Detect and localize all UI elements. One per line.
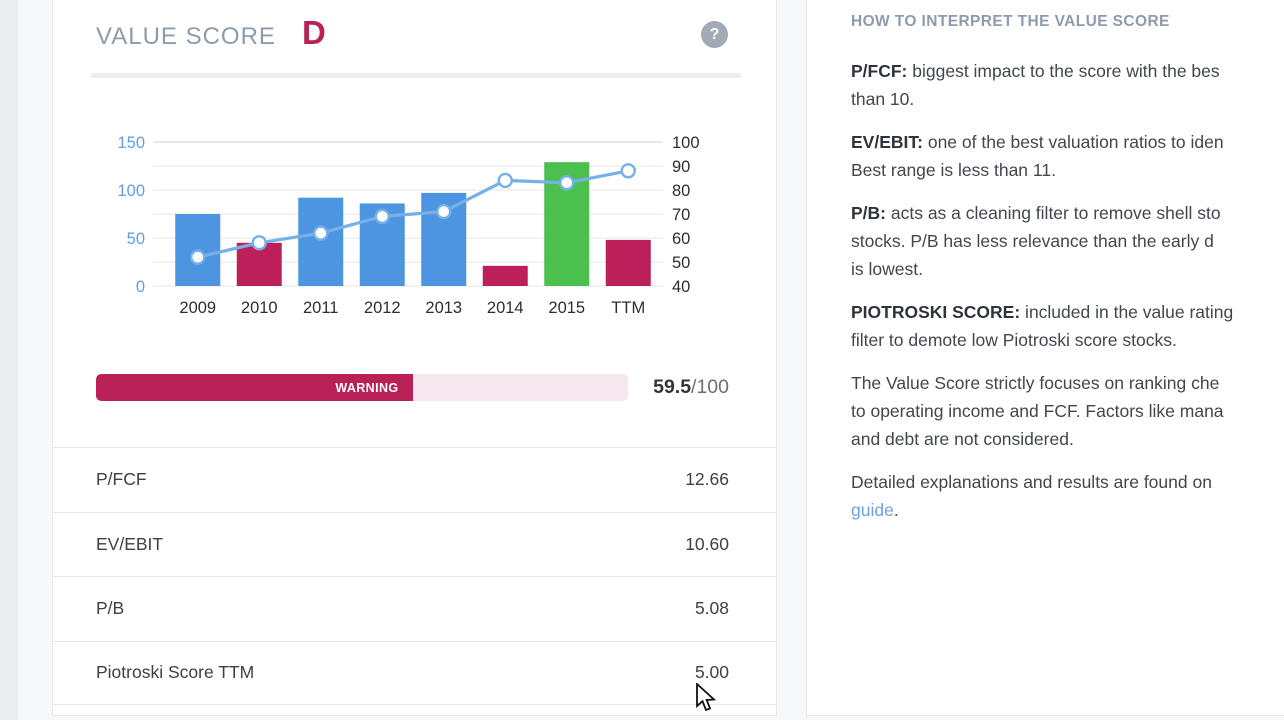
score-bar-fill: WARNING xyxy=(96,374,413,401)
metric-label: P/FCF xyxy=(96,469,147,490)
paragraph-lead: EV/EBIT: xyxy=(851,132,923,152)
paragraph-line: Best range is less than 11. xyxy=(851,160,1056,180)
paragraph-lead: PIOTROSKI SCORE: xyxy=(851,302,1021,322)
value-score-grade: D xyxy=(301,14,326,51)
guide-link[interactable]: guide xyxy=(851,500,894,520)
metric-row-pb: P/B 5.08 xyxy=(53,576,776,641)
svg-text:2012: 2012 xyxy=(364,299,401,317)
paragraph-line: stocks. P/B has less relevance than the … xyxy=(851,231,1214,251)
metric-label: P/B xyxy=(96,598,125,619)
value-score-header: VALUE SCORE D xyxy=(96,16,326,51)
paragraph-line: The Value Score strictly focuses on rank… xyxy=(851,373,1220,393)
metric-row-evebit: EV/EBIT 10.60 xyxy=(53,511,776,577)
interpretation-paragraph: PIOTROSKI SCORE: included in the value r… xyxy=(851,298,1284,354)
metric-value: 12.66 xyxy=(685,469,729,490)
interpretation-paragraph: The Value Score strictly focuses on rank… xyxy=(851,369,1284,453)
interpretation-paragraph: P/B: acts as a cleaning filter to remove… xyxy=(851,199,1284,283)
svg-text:150: 150 xyxy=(117,134,145,152)
svg-text:0: 0 xyxy=(136,278,145,296)
svg-text:80: 80 xyxy=(672,182,690,200)
metric-label: Piotroski Score TTM xyxy=(96,662,255,683)
svg-text:2014: 2014 xyxy=(487,299,524,317)
svg-text:2011: 2011 xyxy=(303,299,338,317)
svg-text:2010: 2010 xyxy=(241,299,278,317)
svg-text:50: 50 xyxy=(672,254,690,272)
paragraph-line: is lowest. xyxy=(851,259,923,279)
svg-text:90: 90 xyxy=(672,158,690,176)
svg-text:40: 40 xyxy=(672,278,690,296)
card-title: VALUE SCORE xyxy=(96,23,276,50)
page-left-gutter xyxy=(0,0,18,720)
mouse-cursor-icon xyxy=(696,683,717,712)
metric-row-piotroski: Piotroski Score TTM 5.00 xyxy=(53,640,776,705)
paragraph-line: than 10. xyxy=(851,89,915,109)
svg-text:100: 100 xyxy=(117,182,145,200)
svg-text:70: 70 xyxy=(672,206,690,224)
panel-heading: HOW TO INTERPRET THE VALUE SCORE xyxy=(851,13,1170,30)
interpretation-paragraph: P/FCF: biggest impact to the score with … xyxy=(851,57,1284,113)
value-score-card: VALUE SCORE D ? 0 50 100 150 40 50 60 70 80 90 100… xyxy=(52,0,777,716)
svg-text:60: 60 xyxy=(672,230,690,248)
paragraph-line: Detailed explanations and results are fo… xyxy=(851,472,1212,492)
paragraph-lead: P/B: xyxy=(851,203,886,223)
score-bar-row: WARNING 59.5/100 xyxy=(53,374,776,402)
metric-row-pfcf: P/FCF 12.66 xyxy=(53,447,776,512)
title-divider xyxy=(91,73,741,78)
score-number: 59.5 xyxy=(653,376,692,398)
metrics-list: P/FCF 12.66 EV/EBIT 10.60 P/B 5.08 Piotr… xyxy=(53,447,776,705)
help-icon[interactable]: ? xyxy=(701,21,728,48)
paragraph-line: EV/EBIT: one of the best valuation ratio… xyxy=(851,132,1224,152)
paragraph-line: guide. xyxy=(851,500,899,520)
bar-line-chart: 0 50 100 150 40 50 60 70 80 90 100 2009 2010 2011 2012… xyxy=(117,134,700,317)
interpretation-paragraphs: P/FCF: biggest impact to the score with … xyxy=(851,57,1284,524)
paragraph-line: P/B: acts as a cleaning filter to remove… xyxy=(851,203,1221,223)
paragraph-line: P/FCF: biggest impact to the score with … xyxy=(851,61,1220,81)
metric-value: 10.60 xyxy=(685,533,729,554)
paragraph-line: filter to demote low Piotroski score sto… xyxy=(851,330,1177,350)
warning-badge: WARNING xyxy=(335,380,399,395)
metric-value: 5.08 xyxy=(694,598,729,619)
value-score-chart: 0 50 100 150 40 50 60 70 80 90 100 2009 2010 2011 2012… xyxy=(93,124,733,329)
svg-text:50: 50 xyxy=(127,230,145,248)
svg-text:100: 100 xyxy=(672,134,700,152)
metric-label: EV/EBIT xyxy=(96,533,164,554)
svg-text:TTM: TTM xyxy=(611,299,645,317)
score-bar-track: WARNING xyxy=(96,374,628,401)
svg-text:2013: 2013 xyxy=(425,299,462,317)
svg-text:2015: 2015 xyxy=(548,299,585,317)
paragraph-line: and debt are not considered. xyxy=(851,429,1074,449)
interpretation-paragraph: Detailed explanations and results are fo… xyxy=(851,468,1284,524)
paragraph-line: to operating income and FCF. Factors lik… xyxy=(851,401,1224,421)
paragraph-lead: P/FCF: xyxy=(851,61,908,81)
interpretation-paragraph: EV/EBIT: one of the best valuation ratio… xyxy=(851,128,1284,184)
metric-value: 5.00 xyxy=(694,662,729,683)
score-denominator: /100 xyxy=(691,376,729,398)
paragraph-line: PIOTROSKI SCORE: included in the value r… xyxy=(851,302,1234,322)
interpretation-panel: HOW TO INTERPRET THE VALUE SCORE P/FCF: … xyxy=(806,0,1284,716)
score-value: 59.5/100 xyxy=(653,376,729,399)
svg-text:2009: 2009 xyxy=(179,299,216,317)
